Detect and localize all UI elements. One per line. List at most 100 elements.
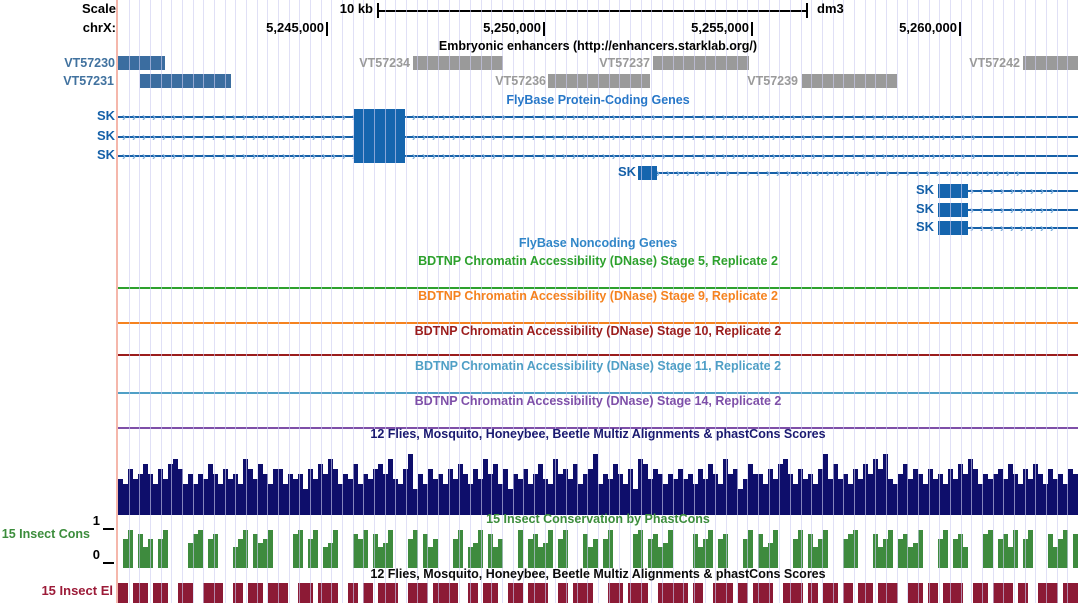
conserved-element-block[interactable]	[908, 583, 923, 603]
histogram-bar	[883, 538, 888, 568]
histogram-bar	[988, 530, 993, 568]
enhancer-box[interactable]	[548, 74, 650, 88]
histogram-bar	[408, 454, 413, 515]
histogram-bar	[138, 474, 143, 515]
conserved-element-block[interactable]	[943, 583, 963, 603]
enhancer-box[interactable]	[1023, 56, 1078, 70]
enhancer-box[interactable]	[802, 74, 897, 88]
histogram-bar	[358, 484, 363, 515]
grid-line	[512, 0, 514, 603]
enhancer-box[interactable]	[413, 56, 503, 70]
histogram-bar	[818, 538, 823, 568]
conserved-element-block[interactable]	[508, 583, 523, 603]
conserved-element-block[interactable]	[1038, 583, 1058, 603]
histogram-bar	[813, 484, 818, 515]
histogram-bar	[918, 530, 923, 568]
conserved-element-block[interactable]	[753, 583, 773, 603]
grid-line	[1046, 0, 1048, 603]
enhancer-box[interactable]	[118, 56, 165, 70]
conserved-element-block[interactable]	[713, 583, 733, 603]
enhancer-label: VT57231	[63, 74, 114, 88]
conserved-element-block[interactable]	[1063, 583, 1078, 603]
histogram-bar	[923, 484, 928, 515]
grid-line	[822, 0, 824, 603]
histogram-bar	[458, 464, 463, 515]
conserved-element-block[interactable]	[408, 583, 428, 603]
grid-line	[448, 0, 450, 603]
grid-line	[374, 0, 375, 603]
histogram-bar	[428, 547, 433, 568]
histogram-bar	[493, 464, 498, 515]
gene-transcript-line[interactable]	[642, 172, 1078, 174]
histogram-bar	[528, 484, 533, 515]
grid-line	[534, 0, 535, 603]
histogram-bar	[958, 464, 963, 515]
conserved-element-block[interactable]	[928, 583, 938, 603]
conserved-element-block[interactable]	[363, 583, 373, 603]
histogram-bar	[898, 538, 903, 568]
gene-exon[interactable]	[938, 203, 968, 217]
histogram-bar	[708, 530, 713, 568]
conserved-element-block[interactable]	[628, 583, 648, 603]
histogram-bar	[808, 474, 813, 515]
conserved-element-block[interactable]	[1018, 583, 1028, 603]
conserved-element-block[interactable]	[433, 583, 458, 603]
conserved-element-block[interactable]	[783, 583, 803, 603]
histogram-bar	[1058, 474, 1063, 515]
conserved-element-block[interactable]	[843, 583, 853, 603]
conserved-element-block[interactable]	[153, 583, 168, 603]
histogram-bar	[828, 479, 833, 515]
gene-exon-block[interactable]	[354, 109, 405, 163]
conserved-element-block[interactable]	[233, 583, 243, 603]
conserved-element-block[interactable]	[468, 583, 478, 603]
grid-line	[726, 0, 728, 603]
conserved-element-block[interactable]	[483, 583, 498, 603]
conserved-element-block[interactable]	[203, 583, 223, 603]
conserved-element-block[interactable]	[738, 583, 748, 603]
conserved-element-block[interactable]	[528, 583, 548, 603]
enhancers-track-title: Embryonic enhancers (http://enhancers.st…	[438, 39, 758, 53]
gene-transcript-line[interactable]	[946, 227, 1078, 229]
histogram-bar	[623, 484, 628, 515]
histogram-bar	[273, 469, 278, 515]
conserved-element-block[interactable]	[318, 583, 338, 603]
conserved-element-block[interactable]	[823, 583, 838, 603]
phastcons-elements-track[interactable]	[118, 583, 1078, 603]
gene-transcript-line[interactable]	[946, 190, 1078, 192]
conserved-element-block[interactable]	[118, 583, 128, 603]
conserved-element-block[interactable]	[133, 583, 148, 603]
conserved-element-block[interactable]	[558, 583, 568, 603]
gene-transcript-line[interactable]	[946, 209, 1078, 211]
enhancer-box[interactable]	[653, 56, 749, 70]
histogram-bar	[633, 489, 638, 515]
conserved-element-block[interactable]	[808, 583, 818, 603]
conserved-element-block[interactable]	[248, 583, 263, 603]
conserved-element-block[interactable]	[378, 583, 398, 603]
conserved-element-block[interactable]	[693, 583, 703, 603]
histogram-bar	[1013, 530, 1018, 568]
conserved-element-block[interactable]	[608, 583, 623, 603]
conserved-element-block[interactable]	[178, 583, 193, 603]
grid-line	[491, 0, 493, 603]
gene-exon[interactable]	[938, 184, 968, 198]
histogram-bar	[548, 530, 553, 568]
histogram-bar	[843, 474, 848, 515]
grid-line	[907, 0, 909, 603]
conserved-element-block[interactable]	[878, 583, 898, 603]
conserved-element-block[interactable]	[298, 583, 313, 603]
gene-exon[interactable]	[938, 221, 968, 235]
histogram-bar	[853, 469, 858, 515]
histogram-bar	[163, 479, 168, 515]
grid-line	[342, 0, 343, 603]
grid-line	[1024, 0, 1026, 603]
histogram-bar	[258, 542, 263, 568]
conserved-element-block[interactable]	[973, 583, 988, 603]
histogram-bar	[798, 469, 803, 515]
enhancer-box[interactable]	[140, 74, 231, 88]
histogram-bar	[1018, 484, 1023, 515]
conserved-element-block[interactable]	[993, 583, 1013, 603]
histogram-bar	[908, 547, 913, 568]
scale-bar	[377, 10, 808, 12]
histogram-bar	[783, 459, 788, 515]
histogram-bar	[443, 484, 448, 515]
